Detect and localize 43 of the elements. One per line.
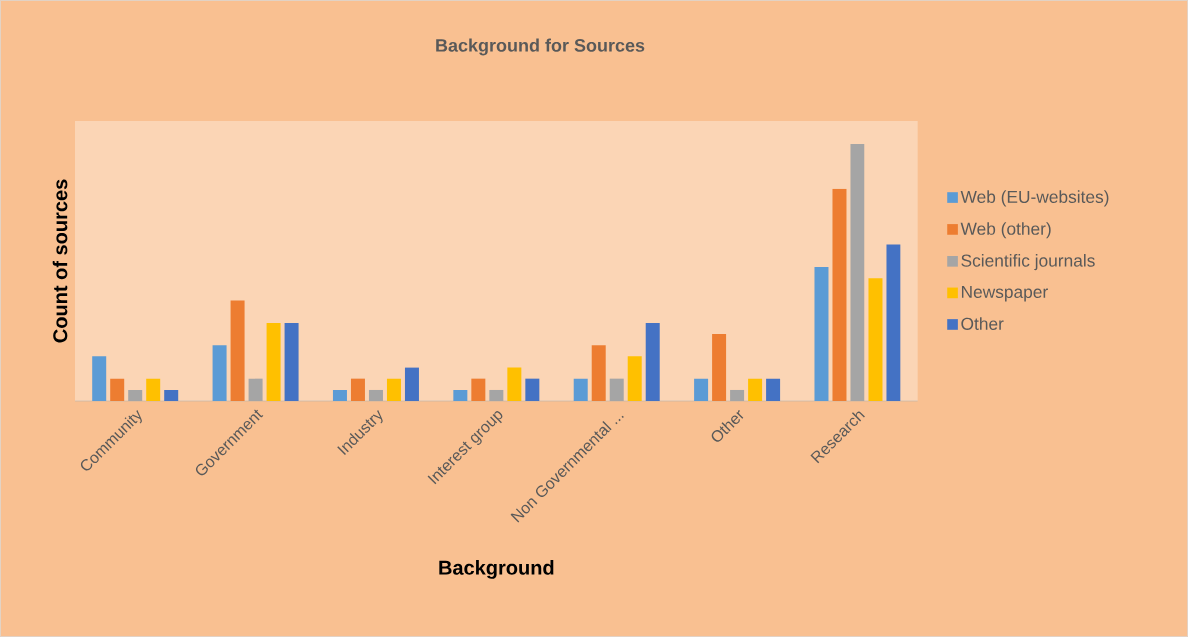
bar (645, 322, 660, 401)
bar (128, 389, 143, 401)
bar (573, 378, 588, 401)
bar (525, 378, 540, 401)
bar (453, 389, 468, 401)
bar (694, 378, 709, 401)
y-axis-title: Count of sources (52, 179, 68, 343)
bar (266, 322, 281, 401)
bar (386, 378, 401, 401)
bar (730, 389, 745, 401)
bar (230, 300, 245, 401)
legend-label: Other (961, 317, 1004, 330)
bar (748, 378, 763, 401)
bar (868, 278, 883, 401)
bar (814, 266, 829, 401)
bar (627, 356, 642, 401)
bar (110, 378, 125, 401)
bar (350, 378, 365, 401)
bar (832, 188, 847, 401)
bar (332, 389, 347, 401)
x-axis-title: Background (439, 560, 554, 579)
bar (164, 389, 179, 401)
bar (471, 378, 486, 401)
bar (850, 144, 865, 401)
legend-label: Web (other) (960, 222, 1051, 239)
bar (507, 367, 522, 401)
bar (146, 378, 161, 401)
bar (212, 345, 227, 401)
legend-label: Web (EU-websites) (960, 190, 1109, 207)
bar (712, 333, 727, 401)
chart-title: Background for Sources (436, 38, 645, 56)
bar (591, 345, 606, 401)
bar (284, 322, 299, 401)
bar (766, 378, 781, 401)
legend-label: Newspaper (961, 285, 1048, 302)
legend-label: Scientific journals (961, 254, 1095, 271)
bar (92, 356, 107, 401)
bar (609, 378, 624, 401)
bar (248, 378, 263, 401)
bar (886, 244, 901, 401)
bar (368, 389, 383, 401)
bar (489, 389, 504, 401)
bar (404, 367, 419, 401)
